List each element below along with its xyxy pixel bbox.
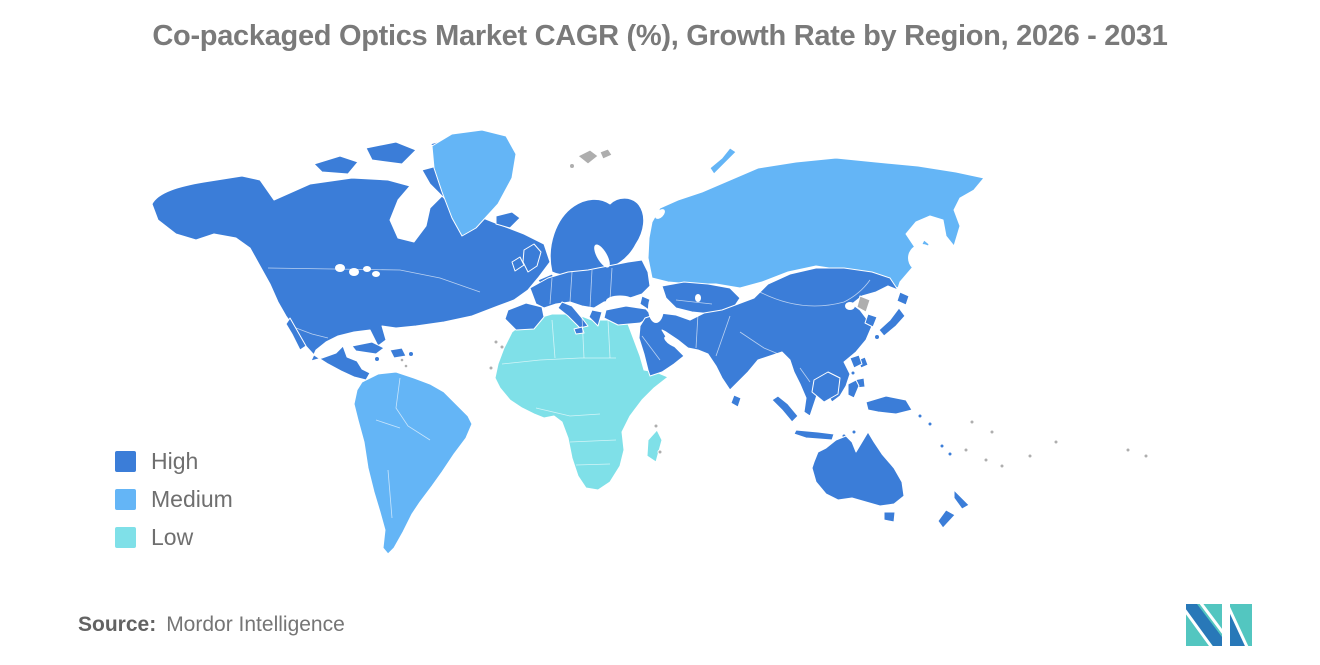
region-russia — [647, 147, 985, 289]
legend-swatch-low — [115, 526, 136, 548]
region-europe — [504, 197, 657, 335]
legend-swatch-high — [115, 450, 136, 472]
legend-label-medium: Medium — [151, 485, 233, 512]
chart-title: Co-packaged Optics Market CAGR (%), Grow… — [152, 20, 1168, 52]
region-no-data — [399, 148, 1149, 469]
source-line: Source: Mordor Intelligence — [78, 613, 345, 637]
mordor-intelligence-logo — [1186, 604, 1252, 648]
world-map — [151, 129, 1149, 555]
legend-item-high: High — [115, 447, 233, 474]
region-oceania — [811, 431, 970, 529]
lakes — [335, 201, 936, 348]
logo-left-diagonal — [1186, 604, 1222, 646]
legend-swatch-medium — [115, 488, 136, 510]
region-greenland — [431, 129, 517, 237]
legend-item-medium: Medium — [115, 485, 233, 512]
source-value: Mordor Intelligence — [166, 613, 345, 636]
legend-label-high: High — [151, 447, 199, 474]
region-east-asia-islands — [771, 291, 953, 457]
legend-label-low: Low — [151, 523, 194, 550]
region-iceland — [495, 211, 521, 229]
source-label: Source: — [78, 613, 157, 636]
region-south-america — [353, 371, 473, 555]
country-borders — [267, 267, 871, 519]
legend: High Medium Low — [115, 447, 233, 564]
legend-item-low: Low — [115, 523, 233, 550]
region-africa — [494, 313, 669, 491]
